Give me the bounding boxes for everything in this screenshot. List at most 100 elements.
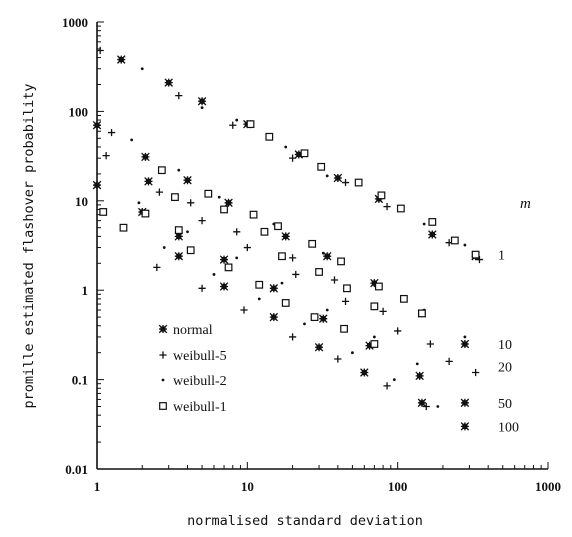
point-normal [460,339,470,349]
point-normal [460,422,470,431]
point-weibull-1 [186,246,195,255]
point-weibull-2 [212,273,216,276]
point-weibull-5 [198,284,206,292]
point-weibull-1 [249,210,258,219]
point-weibull-1 [370,340,379,348]
point-weibull-5 [198,217,206,225]
point-weibull-2 [235,118,239,122]
point-weibull-5 [341,178,350,187]
point-weibull-5 [330,276,339,284]
y-tick-label: 10 [75,194,88,209]
point-normal [428,230,437,239]
m-label: 1 [498,249,505,264]
point-normal [116,55,126,64]
point-weibull-2 [392,378,396,381]
point-weibull-1 [119,223,128,232]
point-weibull-2 [325,308,329,312]
point-weibull-1 [265,132,274,141]
point-normal [92,180,102,190]
y-tick-label: 0.1 [72,373,88,388]
point-weibull-5 [233,228,241,236]
point-normal [144,177,153,186]
point-weibull-5 [288,154,297,162]
point-weibull-1 [374,282,383,291]
point-weibull-1 [224,263,233,272]
point-weibull-5 [102,152,110,160]
point-weibull-1 [315,268,323,276]
point-weibull-1 [450,236,459,245]
point-weibull-5 [155,188,163,196]
point-weibull-1 [246,120,255,129]
point-weibull-1 [99,208,108,216]
point-normal [174,251,184,261]
point-weibull-1 [255,280,264,289]
point-normal [164,78,173,87]
point-weibull-1 [274,222,282,231]
point-weibull-5 [394,327,402,335]
point-normal [322,251,332,261]
point-normal [415,371,424,381]
point-weibull-1 [260,227,269,236]
x-tick-label: 1000 [535,479,561,494]
point-weibull-5 [240,306,248,314]
m-label: 10 [498,338,512,353]
point-weibull-1 [278,252,286,261]
point-weibull-2 [436,405,440,408]
data-points [92,46,484,431]
y-tick-label: 0.01 [65,462,88,477]
x-tick-label: 10 [241,479,254,494]
point-weibull-1 [220,205,228,214]
point-weibull-1 [471,250,480,259]
point-normal [197,96,207,106]
point-normal [314,343,324,352]
y-tick-label: 1000 [62,15,88,30]
plot-area: 1 10 100 1000 0.01 0.1 1 10 100 1000 m 1 10 20 50 100 [62,15,561,494]
point-weibull-2 [217,195,221,199]
point-weibull-1 [308,239,317,248]
point-normal [224,198,233,208]
point-weibull-5 [445,357,453,365]
legend-marker-weibull-2 [161,378,165,382]
point-weibull-5 [175,92,183,100]
point-normal [281,232,290,241]
point-weibull-2 [303,322,306,326]
legend-markers [158,324,168,410]
point-weibull-2 [351,351,354,355]
point-normal [219,255,229,264]
point-normal [333,173,343,183]
point-weibull-1 [428,218,437,226]
legend-label-normal: normal [173,323,213,338]
point-weibull-5 [187,199,195,207]
point-weibull-1 [171,193,179,201]
point-weibull-1 [317,162,326,171]
point-weibull-2 [200,106,204,110]
m-label: 20 [498,361,512,376]
point-weibull-2 [422,222,426,226]
point-weibull-1 [343,284,351,293]
point-weibull-5 [288,254,297,262]
legend-label-weibull-5: weibull-5 [173,349,227,364]
point-weibull-1 [396,204,405,213]
legend-marker-weibull-1 [159,402,167,410]
y-tick-label: 100 [69,104,89,119]
point-normal [269,312,279,322]
point-weibull-1 [418,309,426,318]
legend-marker-normal [158,324,168,334]
point-weibull-5 [96,46,104,55]
point-weibull-2 [140,67,144,71]
point-weibull-1 [354,178,363,187]
ticks [96,21,549,470]
point-weibull-2 [280,281,284,285]
legend-marker-weibull-5 [159,351,167,359]
point-weibull-5 [383,382,391,390]
point-weibull-5 [341,297,350,305]
point-weibull-1 [141,209,150,218]
x-axis-title: normalised standard deviation [187,513,423,529]
x-tick-label: 100 [388,479,408,494]
point-weibull-1 [174,226,183,235]
point-weibull-1 [281,299,290,307]
point-weibull-5 [379,307,387,315]
point-weibull-1 [300,149,309,158]
point-normal [141,152,150,162]
